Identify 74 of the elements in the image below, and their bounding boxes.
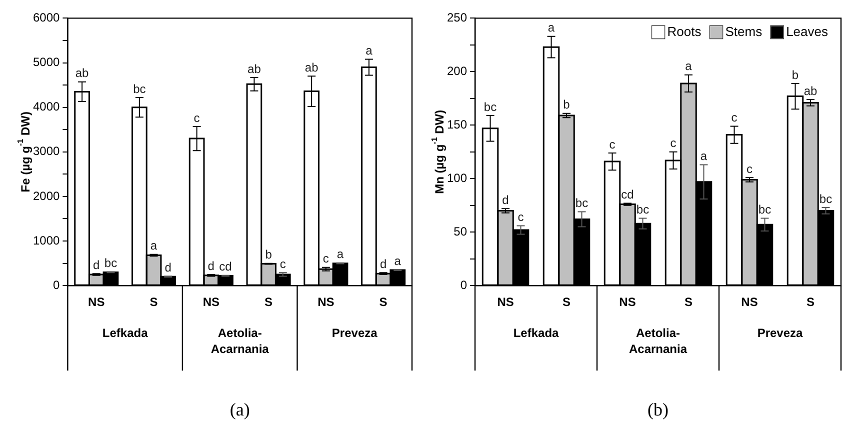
y-tick-label: 6000 — [32, 10, 60, 25]
y-tick-label: 4000 — [32, 100, 60, 114]
data-label: d — [164, 260, 172, 275]
y-axis-title: Fe (µg g-1 DW) — [16, 112, 32, 192]
x-tick-label: S — [562, 295, 571, 310]
x-tick-label: S — [264, 295, 273, 310]
data-label: c — [194, 110, 200, 125]
data-label: bc — [575, 196, 588, 210]
text: Lefkada — [102, 326, 148, 340]
data-label: c — [518, 210, 524, 224]
data-label: bc — [133, 82, 146, 96]
data-label: bc — [484, 100, 497, 114]
data-label: a — [548, 20, 555, 35]
text: Preveza — [757, 326, 804, 340]
y-axis-title: Mn (µg g-1 DW) — [430, 110, 446, 194]
legend-label: Leaves — [786, 24, 828, 39]
y-tick-label: 0 — [53, 278, 60, 292]
data-label: a — [366, 44, 373, 58]
data-label: a — [150, 238, 158, 253]
data-label: c — [609, 137, 616, 152]
data-label: bc — [758, 202, 772, 217]
text: Aetolia-Acarnania — [628, 326, 688, 356]
data-label: c — [280, 256, 286, 271]
x-tick-label: S — [684, 295, 693, 310]
data-label: a — [336, 247, 344, 262]
data-label: d — [208, 258, 214, 273]
data-label: a — [394, 254, 402, 268]
y-tick-label: 50 — [454, 224, 468, 238]
legend-label: Roots — [667, 24, 702, 39]
data-label: ab — [248, 62, 262, 76]
data-label: ab — [75, 66, 90, 80]
x-tick-label: NS — [741, 295, 758, 310]
x-tick-label: S — [150, 295, 158, 310]
data-label: cd — [219, 260, 232, 274]
data-label: c — [322, 252, 329, 266]
data-label: cd — [621, 188, 634, 202]
y-tick-label: 1000 — [32, 233, 60, 248]
y-tick-label: 0 — [460, 278, 468, 292]
x-tick-label: NS — [318, 295, 334, 310]
x-tick-label: NS — [88, 295, 105, 310]
y-tick-label: 3000 — [32, 144, 60, 158]
data-label: d — [502, 192, 509, 207]
data-label: b — [265, 248, 272, 262]
data-label: ab — [804, 84, 818, 98]
y-tick-label: 250 — [446, 10, 468, 25]
y-tick-label: 5000 — [32, 55, 60, 70]
x-tick-label: S — [379, 295, 388, 310]
x-tick-label: NS — [619, 295, 636, 310]
y-tick-label: 200 — [446, 64, 468, 78]
data-label: c — [670, 136, 676, 150]
text: Aetolia-Acarnania — [210, 326, 270, 356]
legend-label: Stems — [725, 24, 763, 39]
data-label: ab — [304, 60, 319, 74]
data-label: b — [563, 98, 570, 112]
data-label: bc — [104, 256, 118, 270]
data-label: a — [700, 149, 708, 164]
data-label: c — [746, 162, 753, 176]
x-tick-label: NS — [497, 295, 514, 310]
x-tick-label: S — [806, 295, 815, 310]
text: (b) — [648, 399, 669, 420]
data-label: d — [380, 256, 387, 271]
y-tick-label: 150 — [446, 117, 468, 132]
y-tick-label: 2000 — [32, 188, 60, 203]
data-label: a — [685, 59, 692, 74]
data-label: bc — [819, 192, 832, 206]
data-label: d — [93, 258, 100, 272]
text: Preveza — [332, 326, 378, 340]
data-label: c — [731, 110, 738, 125]
text: Lefkada — [513, 326, 560, 340]
data-label: bc — [636, 202, 650, 217]
data-label: b — [792, 68, 799, 82]
y-tick-label: 100 — [446, 170, 468, 185]
text: (a) — [230, 399, 250, 420]
x-tick-label: NS — [202, 295, 220, 310]
